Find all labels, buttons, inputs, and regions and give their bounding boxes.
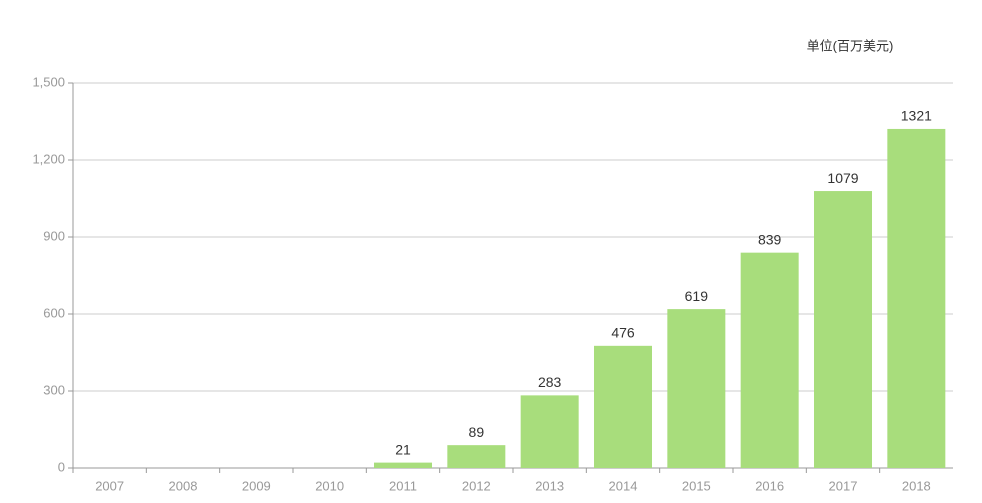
x-tick-label: 2017 [829, 478, 858, 493]
y-tick-label: 300 [43, 382, 65, 397]
bar [667, 309, 726, 468]
bar [887, 128, 946, 468]
bar [374, 462, 432, 468]
value-label: 89 [469, 424, 485, 440]
unit-label: 单位(百万美元) [807, 38, 894, 53]
x-tick-label: 2010 [315, 478, 344, 493]
bar [520, 395, 579, 468]
x-tick-label: 2011 [389, 478, 417, 493]
y-tick-label: 1,500 [32, 74, 65, 89]
bar [447, 445, 506, 468]
value-label: 21 [395, 441, 411, 457]
bar [594, 345, 652, 468]
y-tick-label: 600 [43, 305, 65, 320]
value-label: 619 [685, 288, 709, 304]
x-tick-label: 2018 [902, 478, 931, 493]
y-tick-label: 0 [58, 459, 65, 474]
value-label: 1321 [901, 108, 932, 124]
x-tick-label: 2008 [169, 478, 198, 493]
y-tick-label: 900 [43, 228, 65, 243]
value-label: 476 [611, 325, 635, 341]
x-tick-label: 2016 [755, 478, 784, 493]
x-tick-label: 2014 [609, 478, 638, 493]
x-tick-label: 2012 [462, 478, 491, 493]
x-tick-label: 2013 [535, 478, 564, 493]
bar [740, 252, 799, 468]
value-label: 1079 [827, 170, 858, 186]
value-label: 283 [538, 374, 562, 390]
y-tick-label: 1,200 [32, 151, 65, 166]
x-tick-label: 2015 [682, 478, 711, 493]
x-tick-label: 2007 [95, 478, 124, 493]
value-label: 839 [758, 231, 782, 247]
x-tick-label: 2009 [242, 478, 271, 493]
bar [814, 191, 872, 468]
